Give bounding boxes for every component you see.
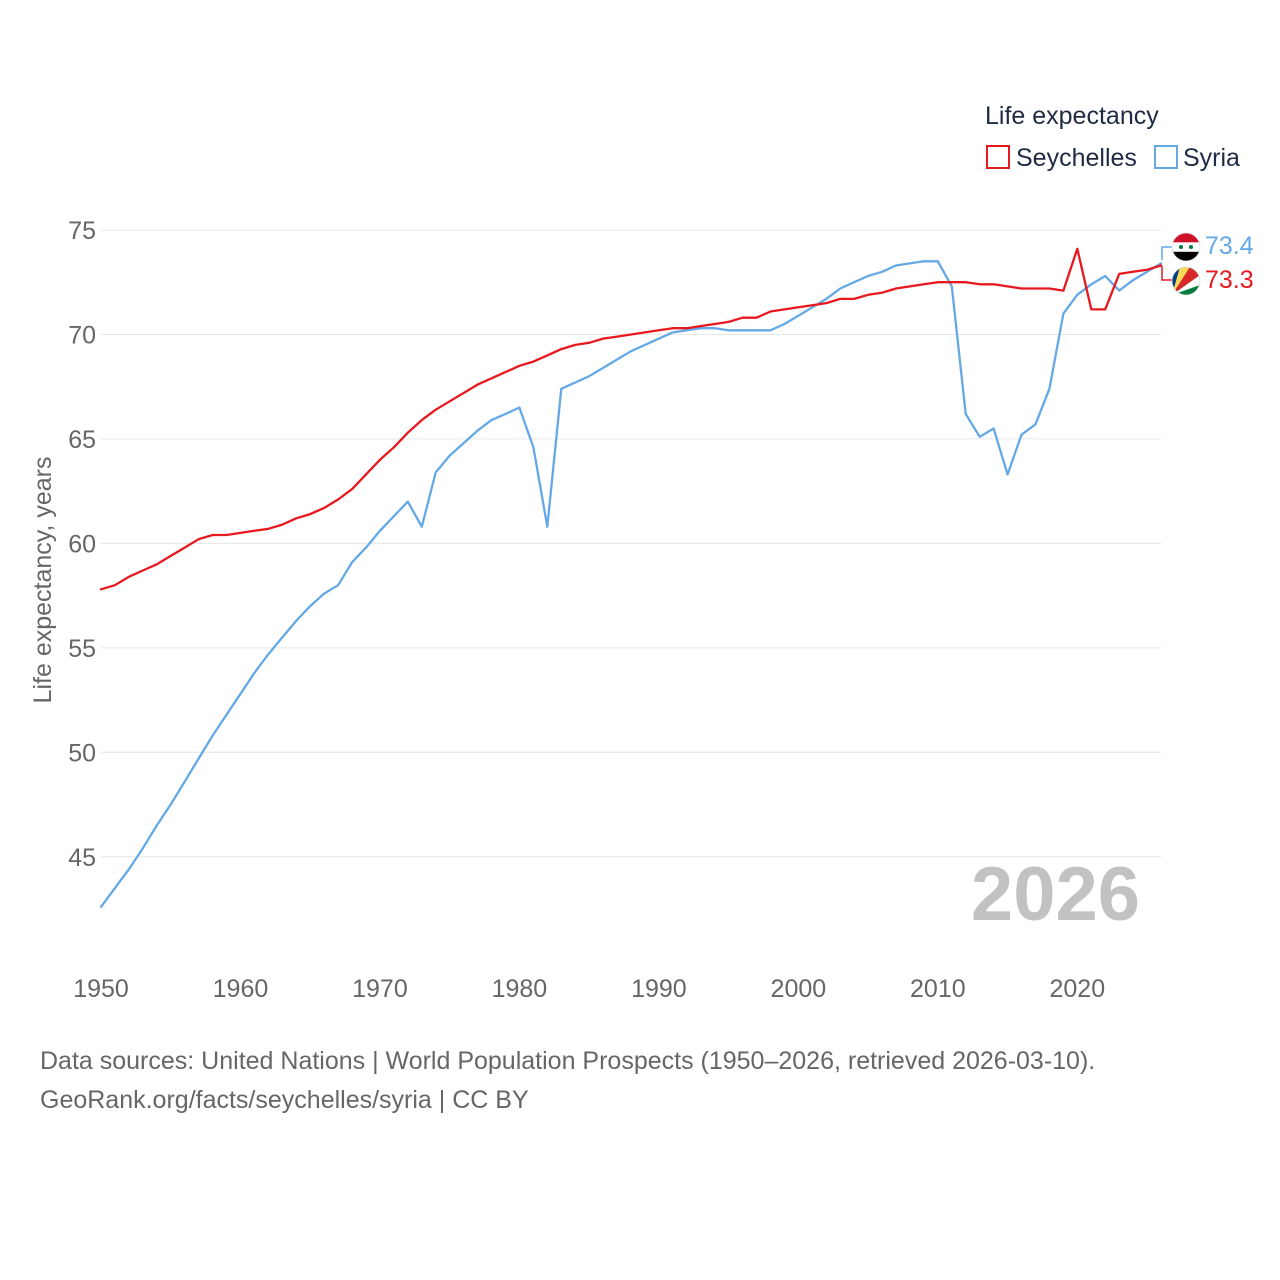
gridlines — [101, 229, 1161, 858]
source-link[interactable]: GeoRank.org/facts/seychelles/syria | CC … — [40, 1086, 529, 1114]
y-tick-55: 55 — [68, 635, 96, 663]
y-tick-65: 65 — [68, 426, 96, 454]
legend-swatch-seychelles — [986, 145, 1010, 169]
syria-flag-icon — [1172, 233, 1200, 261]
y-axis-label: Life expectancy, years — [29, 457, 57, 704]
legend-item-seychelles[interactable]: Seychelles — [986, 144, 1137, 172]
x-tick-2010: 2010 — [910, 975, 966, 1003]
legend-swatch-syria — [1154, 145, 1178, 169]
year-watermark: 2026 — [971, 852, 1140, 937]
y-axis-ticks: 45 50 55 60 65 70 75 — [68, 217, 96, 872]
legend-label-syria: Syria — [1183, 144, 1240, 172]
y-tick-75: 75 — [68, 217, 96, 245]
legend-label-seychelles: Seychelles — [1016, 144, 1137, 172]
seychelles-end-value: 73.3 — [1205, 266, 1254, 294]
legend-item-syria[interactable]: Syria — [1154, 144, 1240, 172]
seychelles-flag-icon — [1172, 267, 1200, 295]
x-tick-1960: 1960 — [213, 975, 269, 1003]
end-labels: 73.4 73.3 — [1161, 232, 1254, 296]
legend-title: Life expectancy — [985, 102, 1159, 130]
footer: Data sources: United Nations | World Pop… — [40, 1042, 1095, 1120]
syria-label-connector — [1161, 246, 1172, 260]
series-lines — [99, 247, 1163, 909]
data-source-note: Data sources: United Nations | World Pop… — [40, 1047, 1096, 1075]
x-tick-1980: 1980 — [492, 975, 548, 1003]
syria-end-value: 73.4 — [1205, 232, 1254, 260]
x-tick-2000: 2000 — [771, 975, 827, 1003]
y-tick-70: 70 — [68, 321, 96, 349]
x-tick-1990: 1990 — [631, 975, 687, 1003]
x-tick-2020: 2020 — [1050, 975, 1106, 1003]
seychelles-label-connector — [1161, 266, 1172, 281]
x-tick-1970: 1970 — [352, 975, 408, 1003]
x-tick-1950: 1950 — [73, 975, 129, 1003]
y-tick-50: 50 — [68, 739, 96, 767]
y-tick-45: 45 — [68, 844, 96, 872]
y-tick-60: 60 — [68, 530, 96, 558]
series-line-seychelles — [99, 247, 1163, 591]
series-line-syria — [99, 260, 1163, 909]
x-axis-ticks: 1950 1960 1970 1980 1990 2000 2010 2020 — [73, 975, 1105, 1003]
legend: Life expectancy Seychelles Syria — [985, 102, 1240, 172]
